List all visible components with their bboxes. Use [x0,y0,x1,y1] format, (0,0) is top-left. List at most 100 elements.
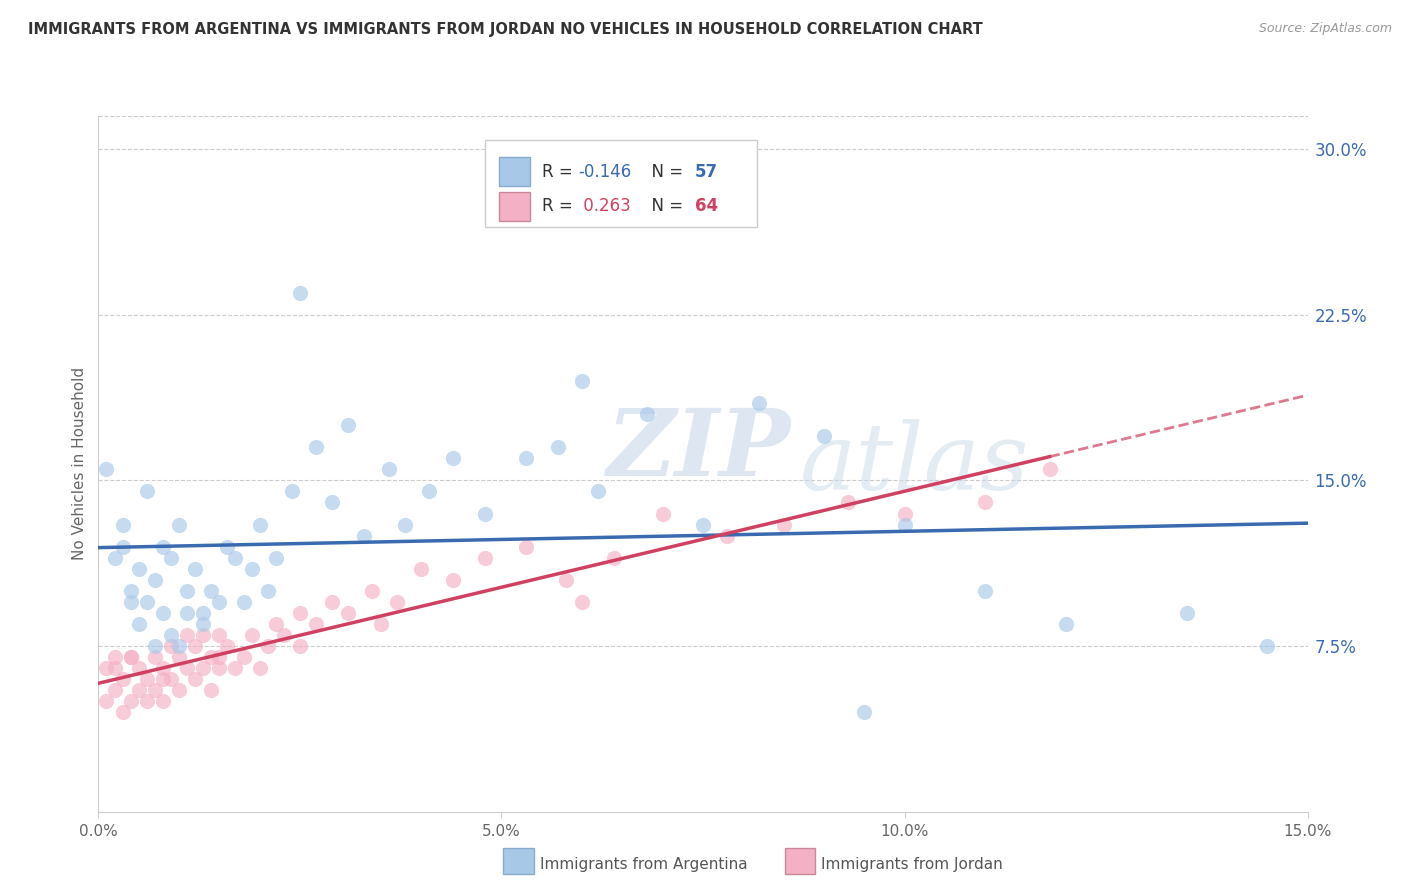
Point [370,617,392,632]
Point [515,451,537,466]
Point [256,639,278,653]
Point [184,562,207,576]
Point [441,573,464,587]
Point [152,540,174,554]
Point [377,462,399,476]
Point [288,285,311,300]
Point [288,606,311,620]
Point [217,540,239,554]
Point [288,639,311,653]
Point [143,650,166,665]
Point [1175,606,1198,620]
Text: Immigrants from Jordan: Immigrants from Jordan [821,857,1002,871]
Point [232,595,254,609]
FancyBboxPatch shape [499,192,530,221]
Point [111,706,134,720]
Point [193,628,215,642]
Point [603,550,626,565]
Point [128,661,150,675]
Point [135,595,157,609]
Point [837,495,859,509]
Point [305,617,328,632]
Point [208,650,231,665]
Point [361,583,384,598]
Point [128,617,150,632]
FancyBboxPatch shape [485,140,758,227]
Point [103,550,125,565]
Point [1054,617,1077,632]
Point [321,495,343,509]
Point [474,507,496,521]
Point [772,517,794,532]
Point [337,418,360,433]
Point [160,550,183,565]
Point [337,606,360,620]
Point [813,429,835,443]
Text: N =: N = [641,197,689,215]
Point [208,628,231,642]
Text: Immigrants from Argentina: Immigrants from Argentina [540,857,748,871]
Point [167,650,190,665]
Point [224,550,246,565]
Point [167,683,190,698]
Point [353,528,375,542]
Point [240,628,263,642]
Point [636,407,658,421]
Text: IMMIGRANTS FROM ARGENTINA VS IMMIGRANTS FROM JORDAN NO VEHICLES IN HOUSEHOLD COR: IMMIGRANTS FROM ARGENTINA VS IMMIGRANTS … [28,22,983,37]
Point [515,540,537,554]
Point [120,650,142,665]
Text: -0.146: -0.146 [578,163,631,181]
Point [152,606,174,620]
Point [224,661,246,675]
Point [240,562,263,576]
Text: atlas: atlas [800,419,1029,508]
Point [135,484,157,499]
Point [586,484,609,499]
Text: 57: 57 [695,163,717,181]
Point [128,562,150,576]
Text: 0.263: 0.263 [578,197,631,215]
Point [281,484,304,499]
Point [974,495,997,509]
Point [208,595,231,609]
Point [1256,639,1278,653]
Point [385,595,408,609]
Point [167,639,190,653]
Point [160,639,183,653]
Point [176,661,198,675]
Point [143,639,166,653]
Point [474,550,496,565]
Point [200,583,222,598]
Point [111,672,134,686]
Point [184,639,207,653]
Point [152,672,174,686]
Point [176,606,198,620]
Point [200,650,222,665]
Text: Source: ZipAtlas.com: Source: ZipAtlas.com [1258,22,1392,36]
Point [120,595,142,609]
Point [418,484,440,499]
FancyBboxPatch shape [499,157,530,186]
Point [135,694,157,708]
Point [200,683,222,698]
Point [256,583,278,598]
Point [716,528,738,542]
Point [176,628,198,642]
Text: R =: R = [543,163,578,181]
Point [208,661,231,675]
Point [232,650,254,665]
Text: ZIP: ZIP [606,405,790,495]
Y-axis label: No Vehicles in Household: No Vehicles in Household [72,368,87,560]
Point [692,517,714,532]
Point [152,661,174,675]
Point [555,573,578,587]
Point [120,650,142,665]
Point [249,661,271,675]
Point [893,517,915,532]
Point [128,683,150,698]
Point [321,595,343,609]
Point [96,694,118,708]
Text: N =: N = [641,163,689,181]
Point [547,440,569,454]
Point [441,451,464,466]
